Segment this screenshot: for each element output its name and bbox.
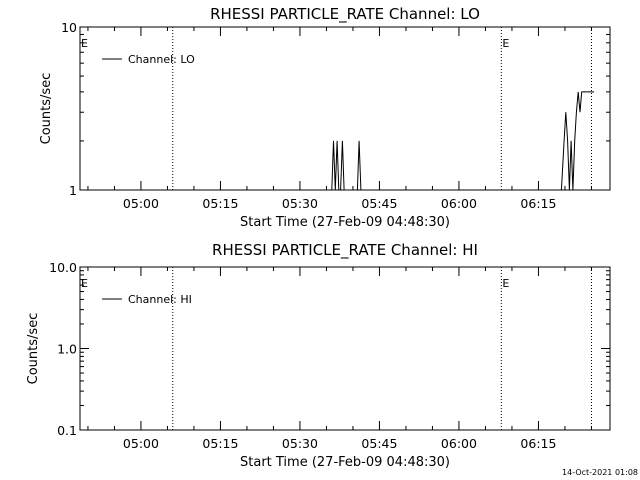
legend: Channel: LO: [102, 53, 195, 66]
chart-panel-2: RHESSI PARTICLE_RATE Channel: HI 05:00 05:…: [26, 241, 611, 470]
time-marker-label: E: [502, 277, 509, 290]
x-tick-label: 05:15: [202, 436, 238, 451]
legend: Channel: HI: [102, 293, 192, 306]
x-tick-label: 06:15: [520, 436, 556, 451]
y-tick-label: 10.0: [49, 260, 77, 275]
y-tick-label: 1.0: [57, 342, 77, 357]
x-axis-label: Start Time (27-Feb-09 04:48:30): [240, 455, 450, 470]
x-tick-label: 05:45: [361, 436, 397, 451]
panels: RHESSI PARTICLE_RATE Channel: LO 05:00 05:…: [26, 5, 611, 470]
legend-entry: Channel: HI: [128, 293, 192, 306]
x-tick-label: 05:45: [361, 196, 397, 211]
y-tick-label: 10: [61, 20, 77, 35]
x-tick-label: 05:30: [282, 196, 318, 211]
x-tick-label: 05:30: [282, 436, 318, 451]
y-axis-label: Counts/sec: [39, 73, 54, 145]
x-tick-label: 06:00: [441, 436, 477, 451]
y-tick-label: 1: [69, 183, 77, 198]
legend-entry: Channel: LO: [128, 53, 195, 66]
x-tick-label: 05:15: [202, 196, 238, 211]
x-tick-label: 06:00: [441, 196, 477, 211]
chart-title: RHESSI PARTICLE_RATE Channel: HI: [212, 241, 478, 260]
x-tick-label: 05:00: [123, 196, 159, 211]
chart-title: RHESSI PARTICLE_RATE Channel: LO: [210, 5, 480, 24]
time-marker-label: E: [502, 37, 509, 50]
y-axis-label: Counts/sec: [26, 313, 41, 385]
footer-timestamp: 14-Oct-2021 01:08: [562, 468, 638, 477]
chart-panel-1: RHESSI PARTICLE_RATE Channel: LO 05:00 05:…: [39, 5, 611, 230]
time-marker-label: E: [81, 37, 88, 50]
x-axis-label: Start Time (27-Feb-09 04:48:30): [240, 215, 450, 230]
y-tick-label: 0.1: [57, 423, 77, 438]
x-tick-label: 05:00: [123, 436, 159, 451]
series-line-1: [331, 91, 595, 191]
x-tick-label: 06:15: [520, 196, 556, 211]
time-marker-label: E: [81, 277, 88, 290]
